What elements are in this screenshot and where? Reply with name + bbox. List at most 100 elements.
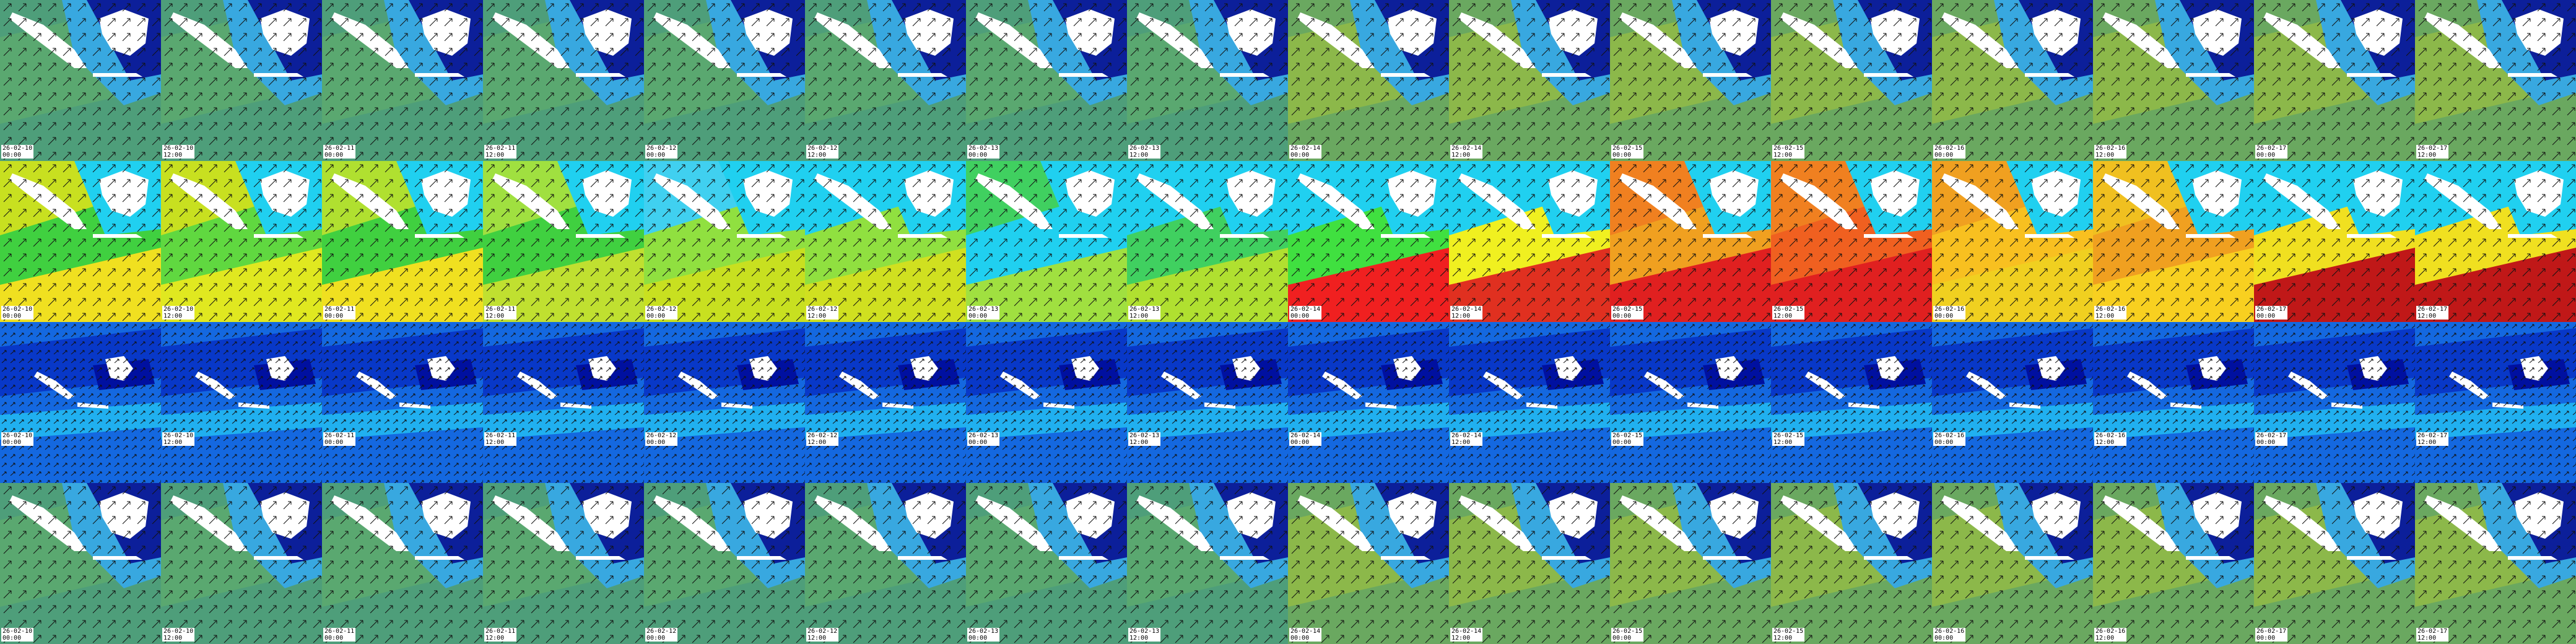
map-tile: 26-02-17 12:00 xyxy=(2415,483,2576,644)
map-tile: 26-02-15 00:00 xyxy=(1610,322,1771,483)
map xyxy=(644,483,805,644)
map xyxy=(1771,0,1932,161)
timestamp: 26-02-16 12:00 xyxy=(2094,432,2127,446)
timestamp-date: 26-02-17 xyxy=(2417,628,2448,635)
map-tile: 26-02-14 12:00 xyxy=(1449,483,1610,644)
timestamp-date: 26-02-13 xyxy=(1129,306,1160,313)
map xyxy=(322,322,483,483)
timestamp-time: 00:00 xyxy=(2,635,22,642)
timestamp: 26-02-10 12:00 xyxy=(162,145,195,159)
timestamp-time: 12:00 xyxy=(2095,635,2115,642)
map-tile: 26-02-14 00:00 xyxy=(1288,0,1449,161)
map xyxy=(1449,322,1610,483)
timestamp: 26-02-14 12:00 xyxy=(1450,145,1483,159)
timestamp: 26-02-17 12:00 xyxy=(2416,306,2449,320)
timestamp: 26-02-12 12:00 xyxy=(806,432,839,446)
map-tile: 26-02-15 00:00 xyxy=(1610,0,1771,161)
timestamp-date: 26-02-11 xyxy=(485,628,516,635)
timestamp-time: 12:00 xyxy=(2095,313,2115,320)
wind-arrows xyxy=(2254,0,2415,161)
wind-arrows xyxy=(1771,483,1932,644)
map-tile: 26-02-10 12:00 xyxy=(161,483,322,644)
timestamp-time: 00:00 xyxy=(1290,313,1310,320)
timestamp-time: 00:00 xyxy=(1290,635,1310,642)
map xyxy=(2415,0,2576,161)
timestamp-time: 00:00 xyxy=(1612,635,1632,642)
wind-arrows xyxy=(966,161,1127,322)
map-tile: 26-02-15 12:00 xyxy=(1771,322,1932,483)
timestamp-date: 26-02-11 xyxy=(485,306,516,313)
map xyxy=(1449,161,1610,322)
map-tile: 26-02-12 12:00 xyxy=(805,0,966,161)
timestamp-time: 12:00 xyxy=(807,152,827,159)
wind-arrows xyxy=(2093,483,2254,644)
timestamp-time: 12:00 xyxy=(485,313,505,320)
timestamp-time: 00:00 xyxy=(646,313,666,320)
map xyxy=(966,161,1127,322)
map-tile: 26-02-12 12:00 xyxy=(805,483,966,644)
map-tile: 26-02-10 12:00 xyxy=(161,0,322,161)
wind-arrows xyxy=(2093,322,2254,483)
timestamp-time: 12:00 xyxy=(1773,439,1793,446)
map-tile: 26-02-10 12:00 xyxy=(161,161,322,322)
wind-arrows xyxy=(805,322,966,483)
timestamp-date: 26-02-17 xyxy=(2417,432,2448,439)
timestamp-date: 26-02-17 xyxy=(2256,628,2287,635)
timestamp-date: 26-02-14 xyxy=(1290,145,1321,152)
map xyxy=(966,483,1127,644)
timestamp: 26-02-14 00:00 xyxy=(1289,432,1322,446)
map xyxy=(1932,0,2093,161)
timestamp-date: 26-02-16 xyxy=(2095,432,2126,439)
timestamp-time: 00:00 xyxy=(1290,152,1310,159)
timestamp: 26-02-17 00:00 xyxy=(2255,432,2288,446)
map-tile: 26-02-13 12:00 xyxy=(1127,0,1288,161)
wind-arrows xyxy=(2254,483,2415,644)
timestamp: 26-02-15 00:00 xyxy=(1611,306,1644,320)
map-tile: 26-02-13 00:00 xyxy=(966,161,1127,322)
map xyxy=(161,161,322,322)
timestamp-date: 26-02-14 xyxy=(1451,145,1482,152)
timestamp: 26-02-17 00:00 xyxy=(2255,145,2288,159)
timestamp-time: 12:00 xyxy=(2417,635,2437,642)
timestamp-date: 26-02-10 xyxy=(163,628,194,635)
wind-arrows xyxy=(2415,483,2576,644)
timestamp: 26-02-15 00:00 xyxy=(1611,145,1644,159)
map xyxy=(1771,161,1932,322)
map xyxy=(483,0,644,161)
map xyxy=(1127,322,1288,483)
map-tile: 26-02-13 12:00 xyxy=(1127,161,1288,322)
wind-arrows xyxy=(322,483,483,644)
map xyxy=(2415,483,2576,644)
timestamp-time: 00:00 xyxy=(1612,313,1632,320)
wind-arrows xyxy=(2093,161,2254,322)
wind-arrows xyxy=(1932,483,2093,644)
timestamp-time: 12:00 xyxy=(2417,313,2437,320)
timestamp-date: 26-02-12 xyxy=(807,432,838,439)
timestamp-time: 12:00 xyxy=(163,635,183,642)
timestamp: 26-02-13 12:00 xyxy=(1128,145,1161,159)
timestamp-date: 26-02-15 xyxy=(1773,306,1804,313)
timestamp-time: 00:00 xyxy=(1934,152,1954,159)
wind-arrows xyxy=(1932,322,2093,483)
wind-arrows xyxy=(2254,322,2415,483)
map-tile: 26-02-14 12:00 xyxy=(1449,161,1610,322)
map xyxy=(2093,0,2254,161)
timestamp-date: 26-02-14 xyxy=(1290,306,1321,313)
map-tile: 26-02-10 00:00 xyxy=(0,0,161,161)
timestamp: 26-02-11 12:00 xyxy=(484,432,517,446)
map-tile: 26-02-12 00:00 xyxy=(644,161,805,322)
timestamp-time: 00:00 xyxy=(646,152,666,159)
timestamp: 26-02-11 00:00 xyxy=(323,628,356,642)
timestamp-time: 12:00 xyxy=(163,313,183,320)
timestamp: 26-02-10 00:00 xyxy=(1,432,34,446)
timestamp-date: 26-02-11 xyxy=(485,145,516,152)
timestamp-date: 26-02-13 xyxy=(968,306,999,313)
timestamp: 26-02-14 00:00 xyxy=(1289,145,1322,159)
wind-arrows xyxy=(966,483,1127,644)
timestamp: 26-02-14 12:00 xyxy=(1450,628,1483,642)
timestamp-time: 00:00 xyxy=(324,439,344,446)
timestamp-time: 12:00 xyxy=(1773,152,1793,159)
map-tile: 26-02-11 00:00 xyxy=(322,322,483,483)
timestamp-time: 00:00 xyxy=(2,439,22,446)
